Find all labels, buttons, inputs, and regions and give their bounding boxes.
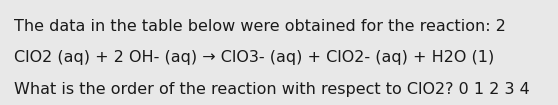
Text: ClO2 (aq) + 2 OH- (aq) → ClO3- (aq) + ClO2- (aq) + H2O (1): ClO2 (aq) + 2 OH- (aq) → ClO3- (aq) + Cl… [14, 50, 494, 65]
Text: The data in the table below were obtained for the reaction: 2: The data in the table below were obtaine… [14, 19, 506, 34]
Text: What is the order of the reaction with respect to ClO2? 0 1 2 3 4: What is the order of the reaction with r… [14, 82, 530, 97]
